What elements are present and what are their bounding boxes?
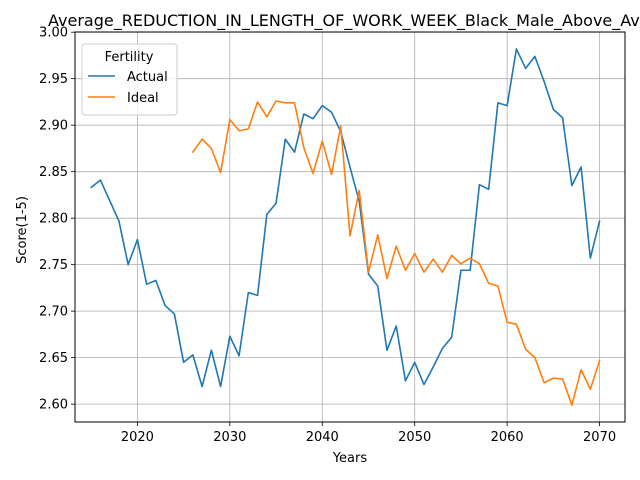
- y-tick-label: 2.70: [39, 305, 68, 320]
- series-line-actual: [90, 48, 601, 388]
- series-lines: [90, 48, 601, 406]
- plot-frame: [74, 31, 626, 423]
- x-axis-label: Years: [332, 451, 368, 466]
- x-tick-label: 2050: [398, 430, 431, 445]
- y-tick-label: 2.75: [39, 258, 68, 273]
- y-tick-label: 2.60: [39, 398, 68, 413]
- y-tick-label: 2.65: [39, 351, 68, 366]
- y-tick-label: 2.80: [39, 212, 68, 227]
- chart-title: Average_REDUCTION_IN_LENGTH_OF_WORK_WEEK…: [48, 11, 640, 31]
- legend-entry-actual: Actual: [127, 70, 168, 85]
- y-tick-label: 3.00: [39, 26, 68, 41]
- y-axis-label: Score(1-5): [15, 196, 30, 264]
- x-tick-label: 2020: [121, 430, 154, 445]
- series-line-ideal: [192, 100, 601, 406]
- legend-title: Fertility: [105, 50, 154, 65]
- y-tick-label: 2.90: [39, 119, 68, 134]
- axis-ticks: 2020 2030 2040 2050 2060 2070 2.60 2.65 2.70 2.75…: [39, 26, 616, 445]
- legend-entry-ideal: Ideal: [127, 91, 159, 106]
- y-tick-label: 2.85: [39, 165, 68, 180]
- legend: Fertility Actual Ideal: [81, 43, 178, 116]
- y-tick-label: 2.95: [39, 72, 68, 87]
- x-tick-label: 2070: [583, 430, 616, 445]
- x-tick-label: 2060: [491, 430, 524, 445]
- x-tick-label: 2030: [213, 430, 246, 445]
- x-tick-label: 2040: [306, 430, 339, 445]
